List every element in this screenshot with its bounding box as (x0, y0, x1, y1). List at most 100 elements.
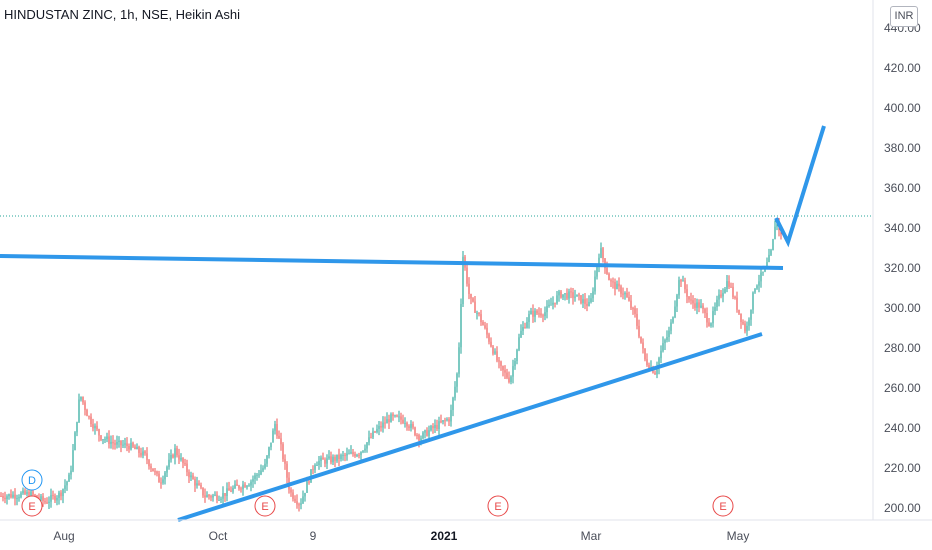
candle-body (52, 495, 54, 497)
candle-body (522, 326, 524, 331)
candle-body (428, 430, 430, 436)
candle-body (592, 291, 594, 299)
candle-body (410, 423, 412, 428)
candle-body (246, 486, 248, 488)
candle-body (616, 283, 618, 290)
candle-body (250, 481, 252, 486)
candle-body (8, 494, 10, 497)
candle-body (330, 456, 332, 463)
candle-body (300, 503, 302, 505)
y-tick-label: 420.00 (884, 61, 921, 75)
currency-badge[interactable]: INR (890, 6, 918, 27)
candle-body (182, 458, 184, 464)
candle-body (322, 457, 324, 460)
candle-body (590, 298, 592, 302)
candle-body (264, 463, 266, 469)
candle-body (698, 302, 700, 308)
candle-body (80, 396, 82, 400)
candle-body (186, 463, 188, 473)
candle-body (746, 325, 748, 332)
candle-body (252, 479, 254, 482)
earnings-marker[interactable]: E (712, 495, 734, 517)
candle-body (752, 292, 754, 310)
x-tick-label: Oct (209, 529, 228, 543)
candle-body (94, 425, 96, 429)
candle-body (672, 317, 674, 323)
candle-body (452, 397, 454, 411)
candle-body (20, 493, 22, 498)
marker-circle (21, 469, 43, 491)
candle-body (60, 492, 62, 497)
earnings-marker[interactable]: E (254, 495, 276, 517)
candle-body (326, 458, 328, 464)
candle-body (360, 451, 362, 455)
candle-body (608, 273, 610, 281)
dividend-marker[interactable]: D (21, 469, 43, 491)
candle-body (758, 281, 760, 286)
candle-body (294, 498, 296, 502)
candle-body (476, 312, 478, 314)
candle-body (90, 416, 92, 425)
time-axis[interactable]: Aug Oct 9 2021 Mar May (53, 529, 749, 543)
candle-body (456, 373, 458, 387)
candle-body (720, 294, 722, 297)
candle-body (640, 336, 642, 343)
candle-body (630, 300, 632, 309)
candle-body (664, 340, 666, 344)
candle-body (334, 456, 336, 461)
earnings-marker[interactable]: E (487, 495, 509, 517)
candle-body (232, 488, 234, 492)
candle-body (320, 457, 322, 461)
price-axis[interactable]: 440.00420.00400.00380.00360.00340.00320.… (884, 21, 921, 515)
candle-body (46, 502, 48, 504)
candle-body (692, 300, 694, 304)
y-tick-label: 280.00 (884, 341, 921, 355)
candle-body (70, 470, 72, 475)
candle-body (200, 485, 202, 488)
candle-body (682, 280, 684, 282)
candle-body (754, 288, 756, 293)
candle-body (352, 452, 354, 455)
candle-body (670, 322, 672, 331)
candle-body (440, 421, 442, 423)
candle-body (16, 497, 18, 499)
candle-body (534, 310, 536, 317)
candle-body (54, 495, 56, 501)
candle-body (306, 481, 308, 493)
candle-body (728, 281, 730, 287)
candle-body (18, 497, 20, 499)
candle-body (138, 446, 140, 453)
candle-body (626, 292, 628, 298)
candle-body (130, 442, 132, 450)
candle-body (606, 268, 608, 274)
candle-body (356, 454, 358, 457)
candle-body (366, 442, 368, 449)
candle-body (124, 443, 126, 445)
candle-body (738, 309, 740, 314)
candle-body (0, 496, 2, 497)
candle-body (370, 437, 372, 439)
candle-body (642, 342, 644, 349)
candle-body (24, 490, 26, 494)
candle-body (482, 322, 484, 326)
candle-body (22, 490, 24, 494)
candle-body (350, 452, 352, 454)
candle-body (106, 436, 108, 440)
candle-body (686, 289, 688, 297)
candle-body (730, 286, 732, 288)
candle-body (552, 302, 554, 305)
chart-title: HINDUSTAN ZINC, 1h, NSE, Heikin Ashi (4, 7, 240, 22)
marker-letter: E (28, 501, 35, 513)
event-markers[interactable]: D E E E E (21, 469, 734, 517)
candle-body (308, 481, 310, 483)
candle-body (586, 303, 588, 306)
candle-body (620, 286, 622, 294)
candle-body (204, 495, 206, 498)
candle-body (684, 280, 686, 290)
candle-body (244, 484, 246, 488)
y-tick-label: 300.00 (884, 301, 921, 315)
earnings-marker[interactable]: E (21, 495, 43, 517)
drawings[interactable] (0, 125, 826, 522)
